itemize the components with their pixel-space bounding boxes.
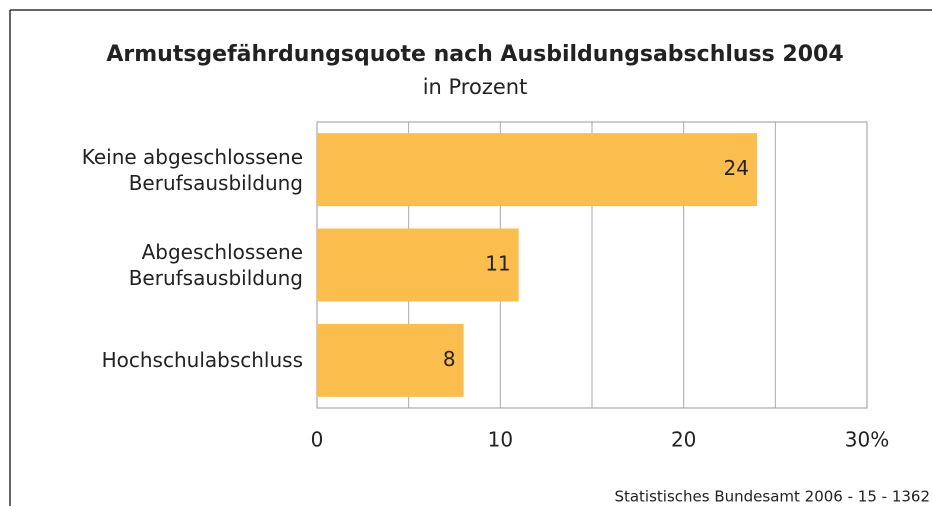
x-tick-label: 20 bbox=[671, 428, 696, 452]
bar bbox=[317, 133, 757, 207]
x-tick-label: 30% bbox=[845, 428, 889, 452]
x-tick-label: 0 bbox=[311, 428, 324, 452]
x-tick-label: 10 bbox=[488, 428, 513, 452]
value-label: 24 bbox=[724, 156, 749, 180]
value-label: 11 bbox=[485, 252, 510, 276]
source: Statistisches Bundesamt 2006 - 15 - 1362 bbox=[614, 488, 930, 506]
chart-title: Armutsgefährdungsquote nach Ausbildungsa… bbox=[106, 42, 843, 67]
value-label: 8 bbox=[443, 347, 456, 371]
chart-subtitle: in Prozent bbox=[423, 75, 528, 99]
bar bbox=[317, 228, 519, 302]
y-tick-label: Abgeschlossene Berufsausbildung bbox=[128, 240, 303, 290]
bar bbox=[317, 323, 464, 397]
y-tick-label: Keine abgeschlossene Berufsausbildung bbox=[81, 144, 303, 195]
y-tick-label: Hochschulabschluss bbox=[101, 348, 303, 373]
